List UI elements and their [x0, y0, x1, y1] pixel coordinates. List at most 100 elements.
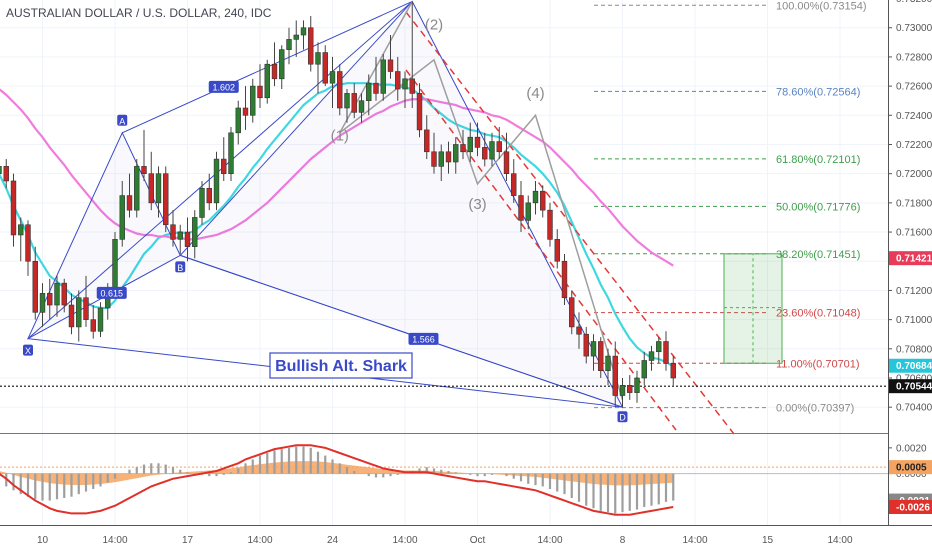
price-tick-label: 0.70800 — [896, 344, 932, 355]
candle-body — [134, 166, 140, 211]
time-tick-label: 17 — [182, 535, 194, 546]
candle — [627, 375, 633, 400]
ratio-label: 1.602 — [212, 82, 235, 92]
candle — [271, 42, 278, 87]
candle — [547, 202, 553, 247]
candle-body — [192, 217, 198, 247]
candle-body — [264, 63, 270, 99]
candle-body — [532, 190, 539, 204]
candle-body — [83, 297, 89, 320]
candle-body — [141, 166, 147, 174]
candle — [76, 290, 82, 342]
candle — [184, 217, 191, 262]
ratio-badge — [408, 332, 439, 345]
price-tick-label: 0.72800 — [896, 52, 932, 63]
time-tick-label: 14:00 — [247, 535, 272, 546]
candle — [554, 229, 560, 269]
candle-body — [576, 326, 582, 335]
time-tick-label: 10 — [37, 535, 49, 546]
candle-body — [358, 100, 365, 113]
candle — [25, 220, 31, 276]
price-tick-label: 0.72400 — [896, 111, 932, 122]
candle-body — [18, 224, 24, 236]
candle — [264, 59, 270, 104]
candle-body — [366, 82, 372, 102]
price-tick-label: 0.70600 — [896, 374, 932, 385]
candle-body — [97, 307, 104, 332]
candle-body — [503, 151, 510, 174]
channel-upper-line — [405, 11, 735, 435]
price-flag-label: 0.70684 — [896, 361, 932, 372]
candle — [634, 370, 640, 403]
candle — [235, 100, 241, 145]
candle — [126, 173, 133, 218]
harmonic-xc-line — [27, 1, 413, 339]
candle — [68, 293, 75, 335]
candle — [170, 210, 176, 247]
fib-level-label: 23.60%(0.71048) — [776, 308, 860, 320]
candle-body — [337, 71, 343, 109]
current-price-label: 0.70544 — [896, 382, 932, 393]
candle-body — [518, 195, 524, 221]
candle — [32, 246, 38, 320]
candle-body — [402, 78, 408, 90]
macd-value-label-bg — [889, 460, 932, 475]
candle-body — [351, 93, 357, 113]
candle-body — [3, 166, 9, 182]
candle — [242, 86, 249, 130]
candle — [474, 122, 481, 157]
candle — [605, 348, 611, 386]
time-tick-label: 14:00 — [827, 535, 852, 546]
time-tick-label: 14:00 — [102, 535, 127, 546]
macd-value-label-bg — [889, 500, 932, 514]
harmonic-point-label: A — [119, 116, 125, 126]
candle — [322, 45, 328, 87]
candle — [424, 115, 430, 160]
time-tick-label: 14:00 — [682, 535, 707, 546]
price-tick-label: 0.73200 — [896, 0, 932, 5]
candle-body — [177, 231, 183, 240]
candle — [134, 159, 140, 218]
candle-body — [670, 363, 676, 379]
candle-body — [68, 304, 75, 328]
fib-level-label: 0.00%(0.70397) — [776, 403, 854, 415]
candle-body — [206, 187, 212, 204]
candle-body — [373, 82, 379, 94]
candle-body — [496, 141, 502, 153]
candle-body — [380, 59, 386, 94]
elliott-wave-label: (2) — [425, 17, 443, 34]
candle — [380, 54, 386, 101]
elliott-wave-label: (4) — [526, 85, 544, 102]
candle-body — [279, 49, 285, 80]
candle-body — [482, 147, 488, 160]
candle-body — [0, 166, 2, 174]
slow-moving-average-line — [0, 88, 674, 267]
candle-body — [155, 173, 162, 204]
candle-body — [605, 355, 611, 372]
candle — [518, 180, 524, 233]
candle-body — [554, 239, 560, 262]
ratio-label: 1.566 — [412, 334, 435, 344]
candle — [279, 45, 285, 90]
candle — [511, 159, 517, 203]
candle — [460, 129, 466, 160]
candle-body — [344, 93, 350, 109]
candle-body — [460, 144, 466, 153]
candle — [402, 71, 408, 108]
harmonic-point-label: B — [177, 263, 183, 273]
candle — [54, 275, 60, 317]
candle — [228, 126, 234, 181]
candle-body — [634, 377, 640, 393]
pattern-name-box — [269, 352, 413, 379]
price-tick-label: 0.71000 — [896, 315, 932, 326]
candle-body — [641, 360, 647, 379]
price-tick-label: 0.70400 — [896, 403, 932, 414]
candle-body — [47, 293, 53, 306]
elliott-wave-label: (3) — [468, 196, 486, 213]
candle-body — [39, 293, 46, 313]
candle-body — [590, 341, 597, 357]
candle — [344, 89, 350, 123]
